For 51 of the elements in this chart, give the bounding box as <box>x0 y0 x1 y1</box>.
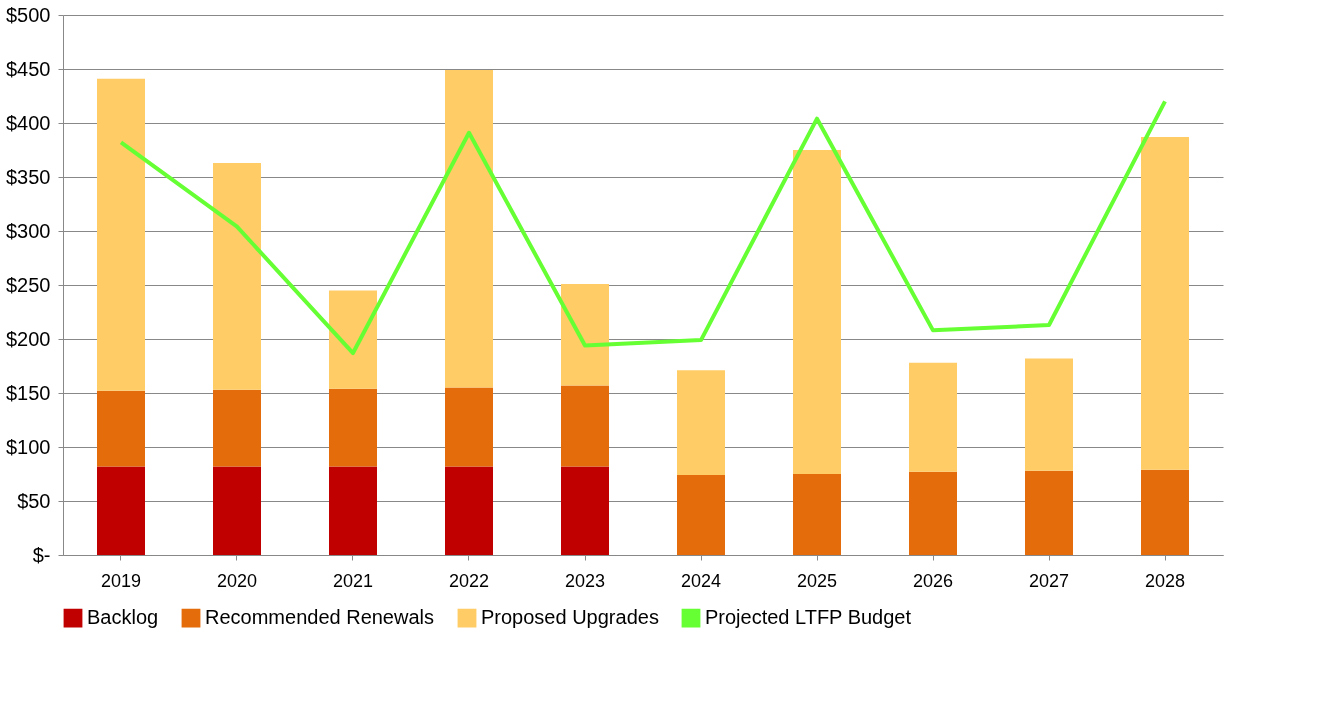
bar <box>97 78 145 391</box>
bar <box>445 70 493 388</box>
bar <box>677 475 725 555</box>
bar <box>561 466 609 555</box>
y-tick-label: $300 <box>6 219 51 242</box>
legend-label: Proposed Upgrades <box>481 606 659 629</box>
bar <box>445 466 493 555</box>
bar <box>445 387 493 467</box>
y-tick-label: $250 <box>6 273 51 296</box>
bar <box>97 390 145 467</box>
y-tick-label: $50 <box>17 489 51 512</box>
x-tick-label: 2028 <box>1144 570 1186 591</box>
legend-label: Backlog <box>87 606 159 629</box>
bar <box>329 290 377 389</box>
bar <box>97 466 145 555</box>
bar <box>909 362 957 472</box>
x-tick-label: 2021 <box>332 570 374 591</box>
y-tick-label: $- <box>32 543 51 566</box>
line-series <box>119 99 1167 356</box>
y-tick-label: $350 <box>6 165 51 188</box>
bar <box>1141 469 1189 555</box>
bar <box>793 474 841 555</box>
x-tick-label: 2019 <box>100 570 142 591</box>
bar <box>909 471 957 555</box>
bar <box>213 162 261 390</box>
x-tick-label: 2025 <box>796 570 838 591</box>
x-tick-label: 2026 <box>912 570 954 591</box>
bar <box>213 466 261 555</box>
x-tick-label: 2022 <box>448 570 490 591</box>
x-tick-label: 2023 <box>564 570 606 591</box>
bar <box>329 466 377 555</box>
bar <box>793 150 841 474</box>
bar <box>1025 358 1073 471</box>
y-tick-label: $450 <box>6 57 51 80</box>
x-tick-label: 2027 <box>1028 570 1070 591</box>
bar <box>561 385 609 467</box>
y-tick-label: $100 <box>6 435 51 458</box>
bar <box>329 388 377 467</box>
x-tick-label: 2020 <box>216 570 258 591</box>
bar <box>1025 470 1073 555</box>
y-tick-label: $150 <box>6 381 51 404</box>
bar <box>677 370 725 476</box>
bar <box>1141 137 1189 470</box>
bar <box>561 283 609 386</box>
y-tick-label: $200 <box>6 327 51 350</box>
bar <box>213 389 261 467</box>
legend-label: Recommended Renewals <box>205 606 435 629</box>
y-tick-label: $400 <box>6 111 51 134</box>
legend-label: Projected LTFP Budget <box>705 606 912 629</box>
y-tick-label: $500 <box>6 3 51 26</box>
x-tick-label: 2024 <box>680 570 722 591</box>
